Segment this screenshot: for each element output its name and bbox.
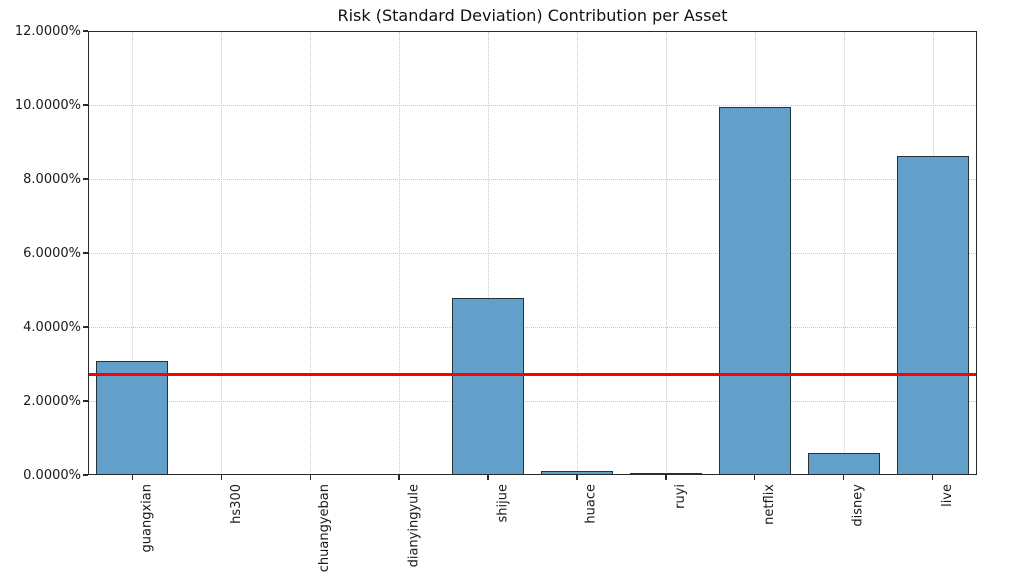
- bar-huace: [540, 471, 613, 475]
- y-tick-label: 8.0000%: [23, 171, 81, 187]
- horizontal-gridline: [89, 327, 976, 328]
- x-axis-tick: [220, 475, 223, 480]
- vertical-gridline: [310, 32, 312, 474]
- vertical-gridline: [843, 32, 845, 474]
- x-tick-label-text: live: [939, 484, 955, 507]
- y-tick-label: 2.0000%: [23, 393, 81, 409]
- horizontal-gridline: [89, 179, 976, 180]
- y-axis-tick: [83, 30, 88, 32]
- x-tick-label-text: disney: [850, 484, 866, 527]
- y-axis-tick: [83, 474, 88, 476]
- x-tick-label-text: chuangyeban: [317, 484, 333, 573]
- y-tick-label: 0.0000%: [23, 467, 81, 483]
- vertical-gridline: [665, 32, 667, 474]
- x-tick-label-text: dianyingyule: [406, 484, 422, 568]
- x-axis-tick: [487, 475, 489, 480]
- y-axis-tick: [83, 104, 88, 106]
- y-axis-tick: [83, 400, 88, 402]
- vertical-gridline: [132, 32, 134, 474]
- x-axis-tick: [576, 475, 578, 480]
- y-axis-tick: [83, 178, 88, 180]
- y-tick-label: 4.0000%: [23, 319, 81, 335]
- x-axis-tick: [665, 475, 667, 480]
- x-tick-label-text: guangxian: [139, 484, 155, 553]
- y-tick-label: 12.0000%: [14, 23, 81, 39]
- bar-guangxian: [96, 360, 169, 475]
- vertical-gridline: [221, 32, 223, 474]
- y-tick-label: 10.0000%: [14, 97, 81, 113]
- y-tick-label: 6.0000%: [23, 245, 81, 261]
- x-axis-tick: [842, 475, 845, 480]
- x-tick-label-text: ruyi: [672, 484, 688, 509]
- x-axis-tick: [754, 475, 756, 480]
- horizontal-gridline: [89, 401, 976, 402]
- x-axis-tick: [931, 475, 934, 480]
- horizontal-gridline: [89, 105, 976, 106]
- x-tick-label-text: netflix: [761, 484, 777, 525]
- vertical-gridline: [488, 32, 490, 474]
- average-risk-contribution-line: [89, 373, 976, 376]
- x-axis-tick: [309, 475, 311, 480]
- bar-live: [896, 156, 969, 475]
- vertical-gridline: [576, 32, 578, 474]
- x-axis-tick: [398, 475, 400, 480]
- vertical-gridline: [399, 32, 401, 474]
- y-axis-tick: [83, 326, 88, 328]
- x-tick-label-text: huace: [583, 484, 599, 524]
- y-axis-tick: [83, 252, 88, 254]
- horizontal-gridline: [89, 253, 976, 254]
- chart-title: Risk (Standard Deviation) Contribution p…: [337, 6, 728, 25]
- bar-disney: [807, 452, 880, 475]
- x-tick-label-text: hs300: [228, 484, 244, 524]
- x-axis-tick: [131, 475, 134, 480]
- bar-netflix: [718, 107, 791, 475]
- x-tick-label-text: shijue: [495, 484, 511, 523]
- bar-shijue: [452, 298, 525, 475]
